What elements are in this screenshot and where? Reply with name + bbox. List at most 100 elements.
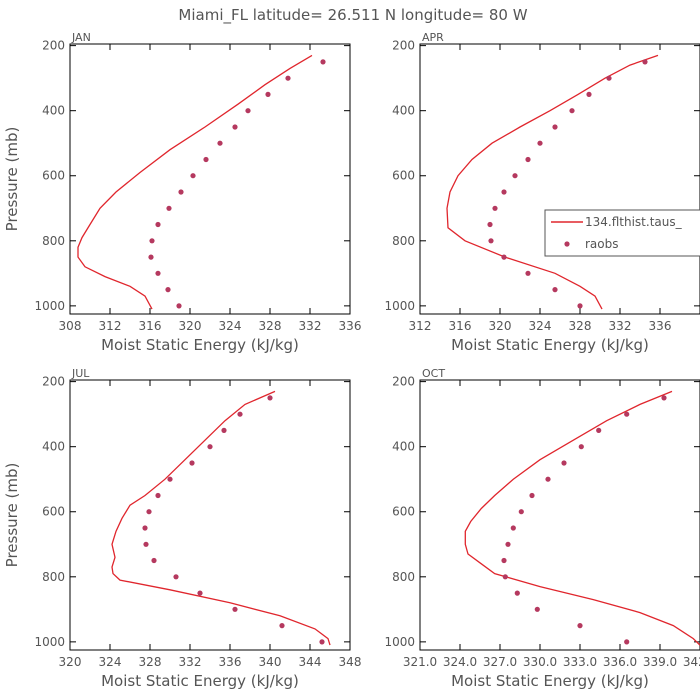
raob-point — [232, 124, 238, 130]
raob-point — [488, 238, 494, 244]
x-tick-label: 321.0 — [403, 655, 437, 669]
raob-point — [518, 509, 524, 515]
x-tick-label: 333.0 — [563, 655, 597, 669]
y-tick-label: 400 — [392, 440, 415, 454]
raob-point — [624, 639, 630, 645]
y-tick-label: 1000 — [34, 299, 65, 313]
x-tick-label: 336 — [649, 319, 672, 333]
raob-point — [167, 476, 173, 482]
y-tick-label: 600 — [392, 505, 415, 519]
y-tick-label: 600 — [392, 169, 415, 183]
raob-point — [320, 59, 326, 65]
y-tick-label: 200 — [42, 39, 65, 53]
raob-point — [606, 75, 612, 81]
x-tick-label: 332 — [299, 319, 322, 333]
raob-point — [232, 606, 238, 612]
raob-point — [146, 509, 152, 515]
raob-point — [578, 444, 584, 450]
model-profile-line — [77, 54, 313, 310]
raob-point — [501, 557, 507, 564]
x-tick-label: 308 — [59, 319, 82, 333]
raob-point — [217, 140, 223, 146]
raob-point — [525, 156, 531, 163]
legend-box — [544, 209, 700, 257]
raob-point — [552, 287, 558, 293]
x-tick-label: 328 — [259, 319, 282, 333]
model-profile-line — [111, 390, 331, 646]
x-tick-label: 332 — [179, 655, 202, 669]
x-tick-label: 342.0 — [683, 655, 700, 669]
y-tick-label: 800 — [392, 570, 415, 584]
x-tick-label: 324 — [99, 655, 122, 669]
y-tick-label: 600 — [42, 169, 65, 183]
raob-point — [525, 270, 531, 276]
raob-point — [512, 173, 518, 179]
raob-point — [197, 590, 203, 596]
legend-line-label: 134.flthist.taus_ — [585, 215, 683, 229]
raob-point — [285, 75, 291, 81]
y-axis-label: Pressure (mb) — [3, 127, 21, 232]
raob-point — [178, 189, 184, 195]
x-tick-label: 316 — [449, 319, 472, 333]
figure-title: Miami_FL latitude= 26.511 N longitude= 8… — [178, 6, 527, 25]
x-tick-label: 336.0 — [603, 655, 637, 669]
x-tick-label: 330.0 — [523, 655, 557, 669]
x-tick-label: 324.0 — [443, 655, 477, 669]
y-tick-label: 400 — [392, 104, 415, 118]
raob-point — [624, 411, 630, 417]
raob-point — [165, 287, 171, 293]
panel-label: OCT — [422, 367, 445, 380]
x-tick-label: 320 — [489, 319, 512, 333]
raob-point — [176, 303, 182, 309]
model-profile-line — [464, 390, 700, 646]
x-tick-label: 328 — [569, 319, 592, 333]
y-tick-label: 200 — [392, 375, 415, 389]
raob-point — [148, 254, 154, 260]
y-tick-label: 1000 — [384, 299, 415, 313]
raob-point — [577, 623, 583, 629]
raob-point — [561, 460, 567, 466]
y-tick-label: 1000 — [34, 635, 65, 649]
raob-point — [505, 541, 511, 547]
x-tick-label: 340 — [259, 655, 282, 669]
raob-point — [319, 639, 325, 645]
y-tick-label: 800 — [42, 234, 65, 248]
x-tick-label: 324 — [529, 319, 552, 333]
x-axis-label: Moist Static Energy (kJ/kg) — [101, 336, 299, 354]
raob-point — [642, 59, 648, 65]
raob-point — [661, 395, 667, 401]
raob-point — [173, 574, 179, 580]
raob-point — [529, 492, 535, 499]
x-tick-label: 312 — [409, 319, 432, 333]
x-tick-label: 336 — [339, 319, 362, 333]
raob-point — [190, 173, 196, 179]
plot-frame — [419, 379, 700, 651]
y-tick-label: 400 — [42, 104, 65, 118]
x-tick-label: 316 — [139, 319, 162, 333]
raob-point — [237, 411, 243, 417]
panel-label: JAN — [71, 31, 91, 44]
y-tick-label: 400 — [42, 440, 65, 454]
raob-point — [207, 444, 213, 450]
raob-point — [142, 525, 148, 531]
legend-dot-label: raobs — [585, 237, 619, 251]
x-tick-label: 339.0 — [643, 655, 677, 669]
raob-point — [155, 492, 161, 499]
y-tick-label: 800 — [42, 570, 65, 584]
y-tick-label: 200 — [392, 39, 415, 53]
panel-label: JUL — [71, 367, 90, 380]
raob-point — [245, 108, 251, 114]
y-tick-label: 800 — [392, 234, 415, 248]
raob-point — [545, 476, 551, 482]
y-tick-label: 600 — [42, 505, 65, 519]
raob-point — [265, 91, 271, 97]
raob-point — [267, 395, 273, 401]
legend-dot-swatch — [564, 241, 570, 247]
panel-oct: OCT 200 400 600 800 1000 321.0 324.0 327.0 330.0 3… — [384, 367, 700, 690]
raob-point — [155, 221, 161, 228]
y-axis-label: Pressure (mb) — [3, 463, 21, 568]
legend: 134.flthist.taus_ raobs — [544, 209, 700, 257]
raob-point — [501, 189, 507, 195]
x-tick-label: 344 — [299, 655, 322, 669]
